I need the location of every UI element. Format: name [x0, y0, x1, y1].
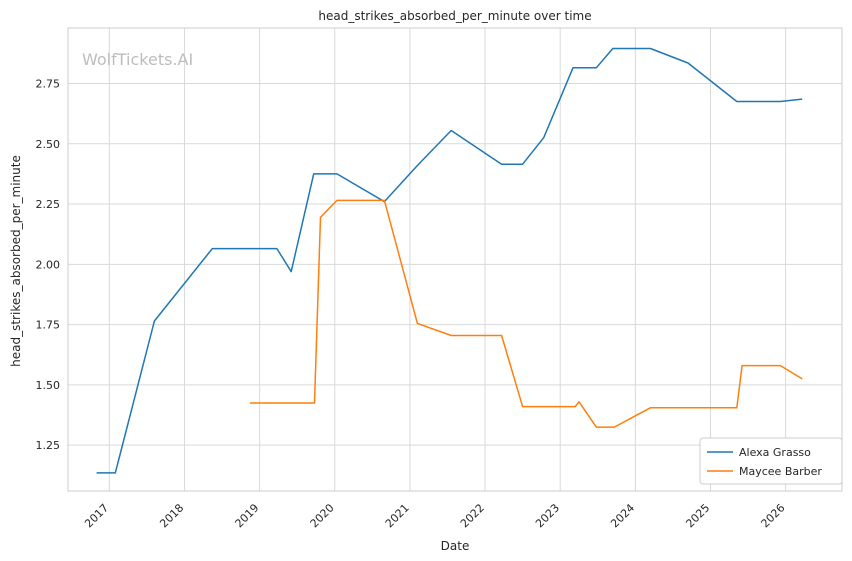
x-tick-label: 2024 — [608, 501, 637, 530]
plot-frame — [67, 27, 843, 492]
legend-label-maycee-barber: Maycee Barber — [739, 465, 822, 478]
y-axis-title: head_strikes_absorbed_per_minute — [9, 155, 23, 367]
legend-box — [699, 437, 843, 485]
x-tick-label: 2022 — [458, 501, 487, 530]
x-tick-label: 2026 — [759, 501, 788, 530]
series-line-alexa-grasso — [96, 47, 803, 474]
x-tick-label: 2020 — [308, 501, 337, 530]
series-line-maycee-barber — [249, 199, 803, 428]
y-tick-label: 1.75 — [36, 319, 61, 332]
legend: Alexa Grasso Maycee Barber — [699, 437, 843, 485]
x-tick-label: 2019 — [233, 501, 262, 530]
x-tick-label: 2018 — [157, 501, 186, 530]
x-tick-label: 2023 — [533, 501, 562, 530]
legend-label-alexa-grasso: Alexa Grasso — [739, 446, 811, 459]
watermark-text: WolfTickets.AI — [82, 50, 193, 69]
y-tick-label: 2.25 — [36, 198, 61, 211]
y-tick-label: 2.50 — [36, 138, 61, 151]
x-axis-ticks: 2017 2018 2019 2020 2021 2022 2023 2024 2025 2026 — [82, 501, 787, 530]
chart-title: head_strikes_absorbed_per_minute over ti… — [318, 9, 591, 23]
grid — [68, 28, 842, 491]
x-tick-label: 2025 — [683, 501, 712, 530]
x-axis-title: Date — [441, 539, 470, 553]
y-tick-label: 1.25 — [36, 439, 61, 452]
y-tick-label: 2.75 — [36, 77, 61, 90]
series-lines — [96, 47, 803, 474]
y-tick-label: 2.00 — [36, 258, 61, 271]
y-axis-ticks: 1.25 1.50 1.75 2.00 2.25 2.50 2.75 — [36, 77, 61, 452]
y-tick-label: 1.50 — [36, 379, 61, 392]
x-tick-label: 2017 — [82, 501, 111, 530]
x-tick-label: 2021 — [383, 501, 412, 530]
